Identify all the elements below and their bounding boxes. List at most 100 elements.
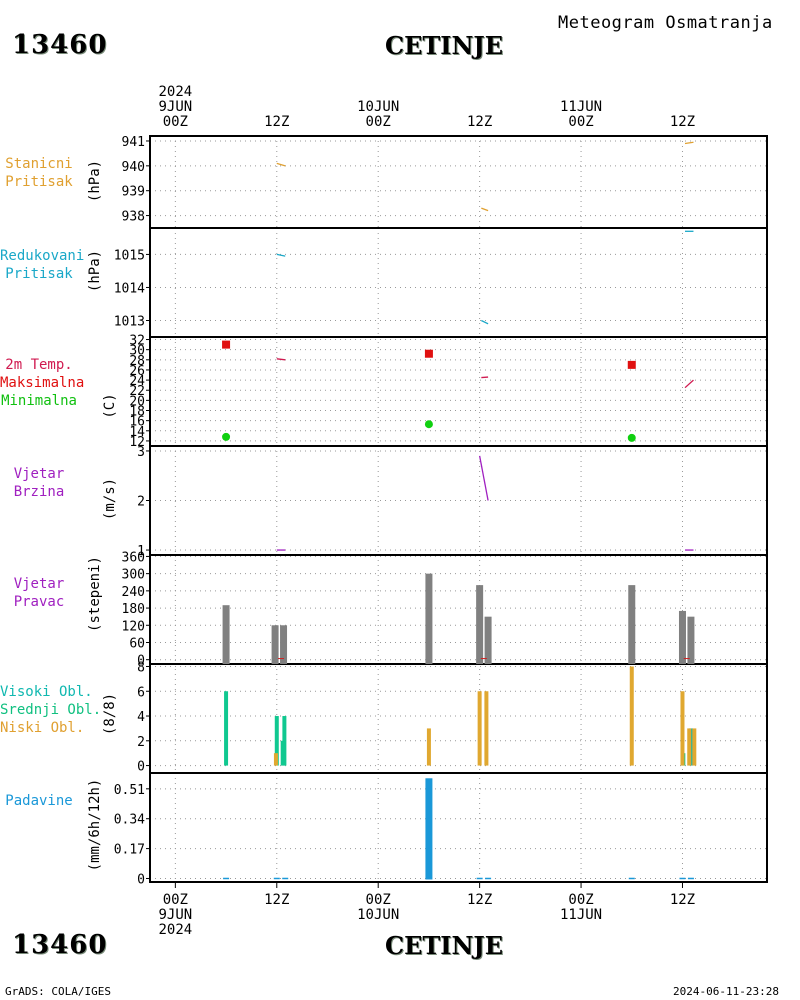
wind-direction-bar — [628, 585, 636, 664]
wind-speed-line — [478, 455, 489, 501]
panel-label-line: Visoki Obl. — [0, 684, 93, 700]
y-tick-label: 14 — [129, 425, 145, 440]
panel-label-wind_dir: Vjetar Pravac — [0, 575, 78, 611]
cloud-bar — [680, 691, 685, 766]
y-tick-label: 0.34 — [114, 813, 145, 828]
time-label: 12Z — [647, 115, 717, 130]
time-label: 00Z 10JUN — [343, 893, 413, 923]
y-tick-label: 24 — [129, 374, 145, 389]
y-tick-label: 30 — [129, 344, 145, 359]
panel-frame-reduced_pressure — [149, 227, 768, 338]
y-tick-label: 1013 — [114, 314, 145, 329]
software-credit: GrADS: COLA/IGES — [5, 985, 111, 998]
cloud-bar — [477, 691, 482, 766]
y-tick-label: 32 — [129, 334, 145, 349]
time-label-line: 00Z — [365, 892, 391, 908]
panel-label-station_pressure: Stanicni Pritisak — [0, 155, 78, 191]
y-tick-label: 180 — [122, 602, 145, 617]
y-tick-label: 28 — [129, 354, 145, 369]
time-label-line: 00Z — [365, 114, 391, 130]
panel-label-line: 2m Temp. — [5, 357, 73, 373]
y-tick-label: 18 — [129, 405, 145, 420]
y-tick-label: 60 — [129, 636, 145, 651]
panel-label-line: Pritisak — [5, 266, 73, 282]
panel-label-line: Niski Obl. — [0, 720, 85, 736]
panel-frame-clouds — [149, 663, 768, 774]
cloud-bar — [274, 716, 279, 766]
y-tick-label: 20 — [129, 394, 145, 409]
y-tick-label: 940 — [122, 160, 145, 175]
wind-direction-bar — [476, 585, 484, 664]
time-label: 2024 9JUN 00Z — [140, 85, 210, 130]
wind-direction-bar — [222, 605, 230, 664]
wind-direction-bar — [484, 616, 492, 664]
y-tick-label: 2 — [137, 735, 145, 750]
time-label: 12Z — [242, 115, 312, 130]
y-tick-label: 0 — [137, 654, 145, 669]
panel-frame-temperature — [149, 336, 768, 447]
panel-label-line: Brzina — [13, 484, 65, 500]
time-label-line: 00Z — [162, 114, 188, 130]
time-label-line: 12Z — [669, 114, 696, 130]
y-tick-label: 8 — [137, 660, 145, 675]
temperature-line — [481, 376, 489, 379]
panel-label-line: Stanicni — [5, 156, 73, 172]
time-label: 11JUN 00Z — [546, 100, 616, 130]
y-tick-label: 300 — [122, 568, 145, 583]
station-id-bottom: 13460 — [12, 930, 108, 960]
time-label: 12Z — [242, 893, 312, 908]
panel-label-line: Maksimalna — [0, 375, 85, 391]
cloud-bar — [426, 728, 431, 766]
temperature-line — [684, 379, 694, 389]
y-tick-label: 0 — [137, 872, 145, 887]
y-tick-label: 12 — [129, 435, 145, 450]
y-tick-label: 6 — [137, 685, 145, 700]
max-temp-marker — [627, 360, 636, 369]
cloud-bar — [224, 691, 229, 766]
panel-label-line: Vjetar — [13, 466, 65, 482]
cloud-bar — [629, 666, 634, 766]
unit-label-precip: (mm/6h/12h) — [87, 778, 103, 872]
time-label: 12Z — [445, 893, 515, 908]
unit-label-wind_speed: (m/s) — [102, 477, 118, 521]
y-tick-label: 939 — [122, 185, 145, 200]
station-name-top: CETINJE — [385, 31, 504, 60]
station-name-bottom: CETINJE — [385, 931, 504, 960]
y-tick-label: 0.51 — [114, 783, 145, 798]
panel-label-line: Minimalna — [1, 393, 77, 409]
y-tick-label: 16 — [129, 415, 145, 430]
wind-direction-bar — [687, 616, 695, 664]
time-label-line: 2024 — [158, 922, 193, 938]
panel-label-precip: Padavine — [0, 792, 78, 810]
panel-frame-wind_dir — [149, 554, 768, 665]
y-tick-label: 4 — [137, 710, 145, 725]
reduced-pressure-line — [481, 319, 489, 325]
time-label: 10JUN 00Z — [343, 100, 413, 130]
panel-frame-wind_speed — [149, 445, 768, 556]
time-label: 12Z — [647, 893, 717, 908]
panel-frame-station_pressure — [149, 135, 768, 229]
time-label: 00Z 9JUN 2024 — [140, 893, 210, 938]
y-tick-label: 120 — [122, 619, 145, 634]
wind-direction-bar — [425, 573, 433, 664]
y-tick-label: 26 — [129, 364, 145, 379]
panel-label-line: Padavine — [5, 793, 73, 809]
y-tick-label: 2 — [137, 495, 145, 510]
time-label-line: 12Z — [466, 892, 493, 908]
time-label-line: 12Z — [264, 892, 290, 908]
panel-label-reduced_pressure: Redukovani Pritisak — [0, 247, 84, 283]
wind-direction-bar — [271, 625, 279, 664]
unit-label-reduced_pressure: (hPa) — [87, 249, 103, 293]
time-label-line: 10JUN — [357, 99, 400, 115]
y-tick-label: 3 — [137, 445, 145, 460]
max-temp-marker — [222, 340, 231, 349]
cloud-bar — [280, 740, 285, 766]
time-label-line: 12Z — [669, 892, 696, 908]
cloud-bar — [273, 753, 278, 766]
precip-bar — [425, 778, 433, 880]
panel-label-wind_speed: Vjetar Brzina — [0, 465, 78, 501]
wind-direction-bar — [280, 625, 288, 664]
y-tick-label: 938 — [122, 210, 145, 225]
time-label-line: 2024 — [158, 84, 193, 100]
